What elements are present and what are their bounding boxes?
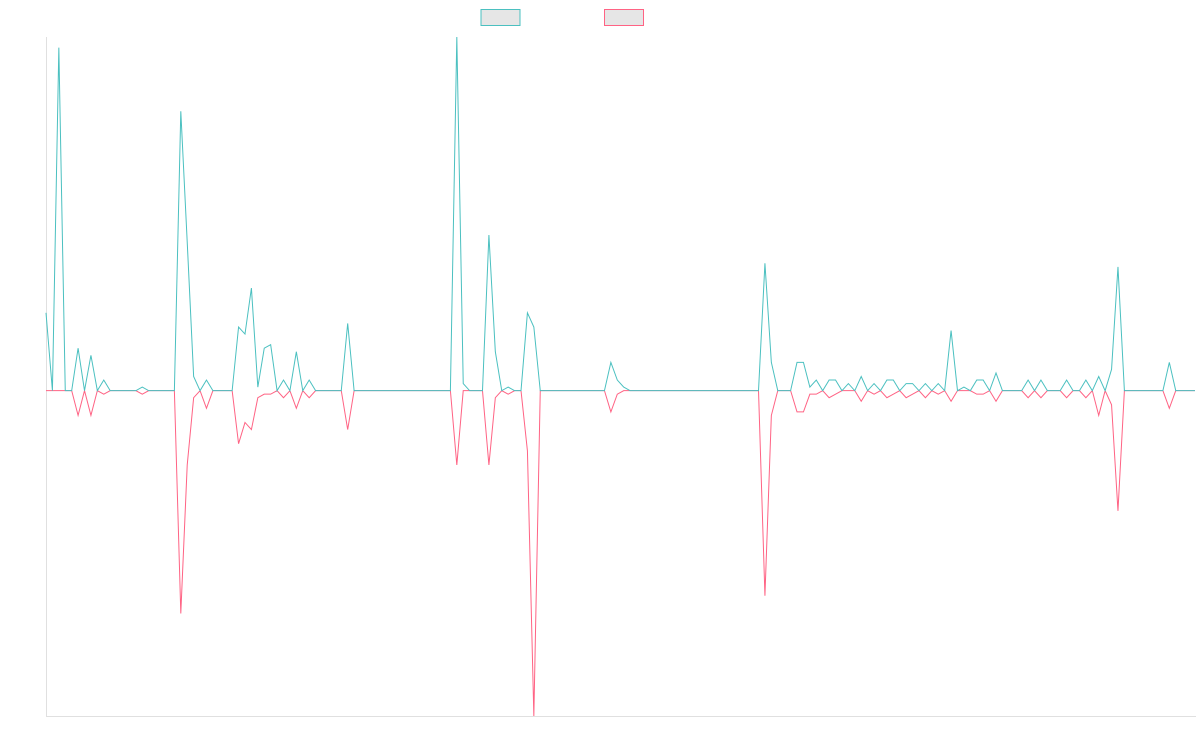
legend-swatch xyxy=(604,9,644,26)
series-line xyxy=(46,388,1195,717)
series-line xyxy=(45,36,1195,393)
legend-swatch xyxy=(480,9,521,26)
